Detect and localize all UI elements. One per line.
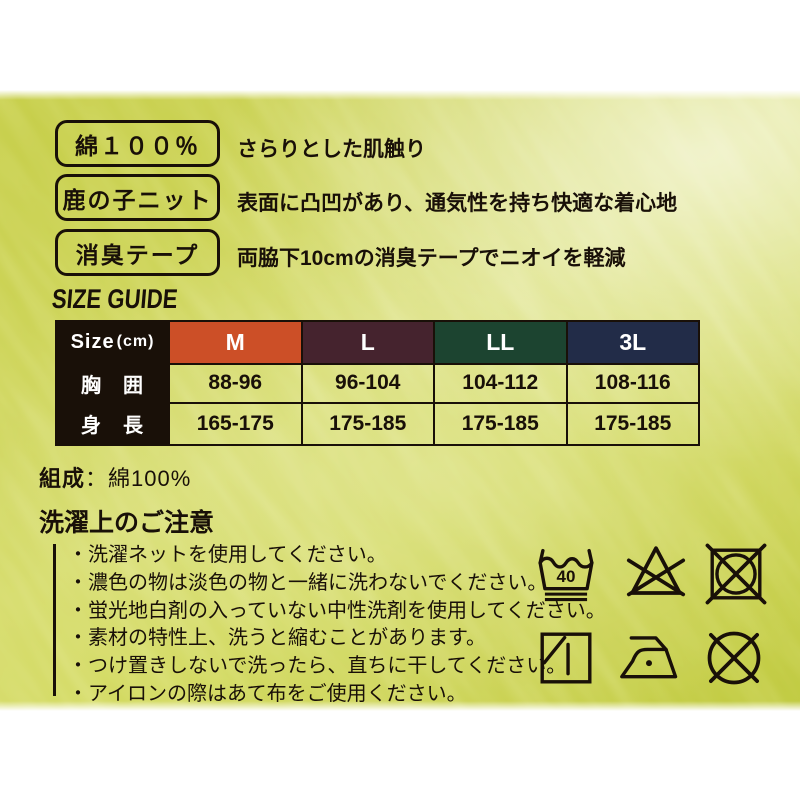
svg-text:40: 40 xyxy=(557,567,576,586)
